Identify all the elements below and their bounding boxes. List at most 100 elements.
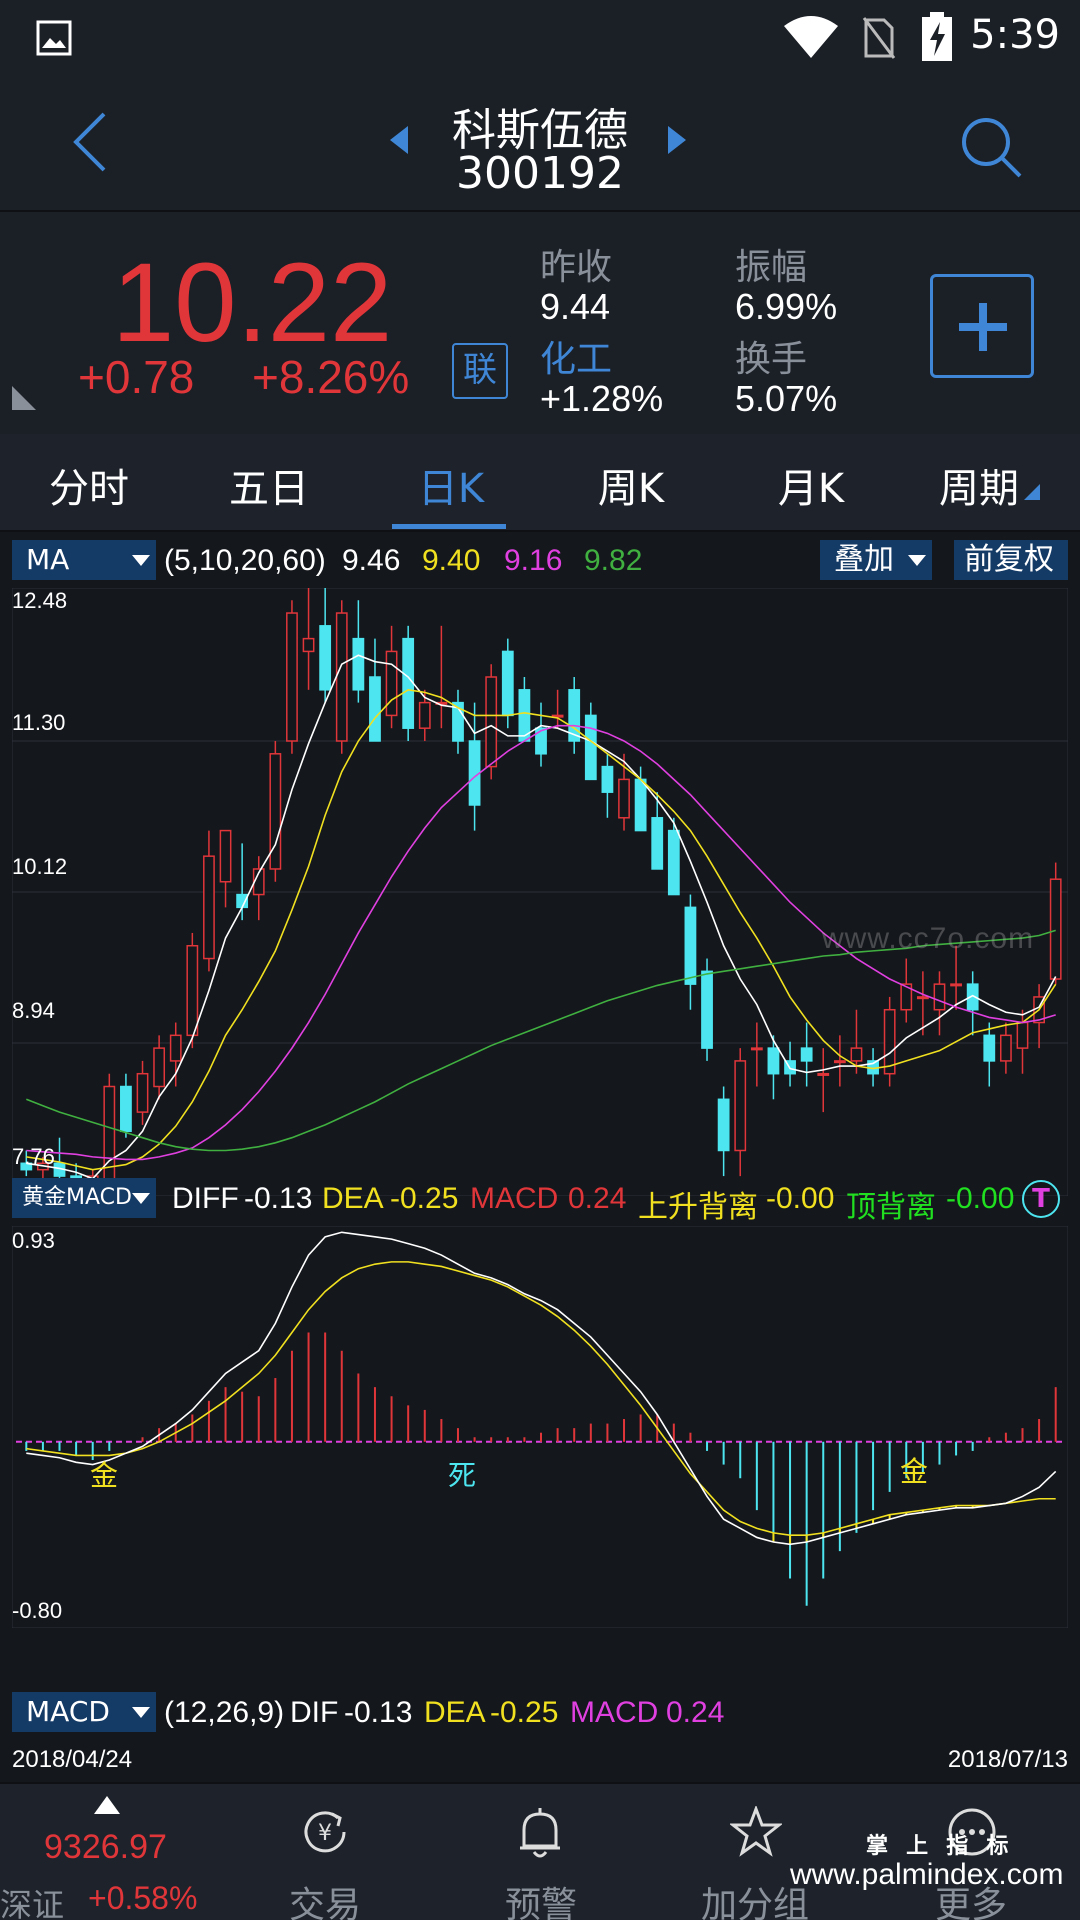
candle-down bbox=[667, 829, 680, 896]
adjust-button[interactable]: 前复权 bbox=[954, 540, 1068, 580]
ma-indicator-select[interactable]: MA bbox=[12, 540, 156, 580]
battery-charging-icon bbox=[922, 12, 952, 61]
div-up-label: 上升背离 bbox=[638, 1191, 758, 1224]
candle-down bbox=[535, 727, 547, 755]
chevron-down-icon bbox=[132, 1193, 150, 1204]
ma-line-ma10 bbox=[26, 688, 1057, 1171]
overlay-button[interactable]: 叠加 bbox=[820, 540, 932, 580]
candle-up bbox=[734, 1060, 747, 1152]
candle-up bbox=[136, 1072, 149, 1113]
clock: 5:39 bbox=[970, 12, 1060, 58]
candle-down bbox=[501, 650, 514, 717]
candle-down bbox=[717, 1098, 730, 1152]
candle-down bbox=[983, 1034, 996, 1062]
period-tabs: 分时 五日 日K 周K 月K 周期 bbox=[0, 434, 1080, 532]
overlay-label: 叠加 bbox=[834, 542, 894, 577]
candle-down bbox=[20, 1162, 33, 1171]
macd-label: MACD bbox=[470, 1182, 559, 1215]
diff-line bbox=[26, 1231, 1057, 1546]
candle-down bbox=[800, 1047, 813, 1062]
tab-five-day[interactable]: 五日 bbox=[229, 466, 309, 512]
plus-icon bbox=[959, 303, 1007, 351]
sector-link[interactable]: 化工 bbox=[540, 339, 613, 380]
next-stock-icon[interactable] bbox=[666, 126, 686, 154]
nav-trade[interactable]: 交易 bbox=[288, 1885, 361, 1920]
footer-dea-value: -0.25 bbox=[490, 1696, 559, 1729]
tab-weekly-k[interactable]: 周K bbox=[597, 466, 665, 512]
footer-watermark-url: www.palmindex.com bbox=[790, 1858, 1064, 1891]
svg-text:¥: ¥ bbox=[318, 1821, 332, 1846]
active-tab-indicator bbox=[392, 524, 506, 529]
candle-up bbox=[219, 829, 232, 883]
macd-indicator-label: 黄金MACD bbox=[22, 1185, 132, 1210]
macd-footer-select[interactable]: MACD bbox=[12, 1692, 156, 1732]
add-watchlist-button[interactable] bbox=[930, 274, 1034, 378]
candle-down bbox=[767, 1047, 780, 1075]
footer-macd-value: 0.24 bbox=[666, 1696, 725, 1729]
index-value[interactable]: 9326.97 bbox=[44, 1828, 167, 1866]
wifi-icon bbox=[784, 16, 838, 58]
tab-intraday[interactable]: 分时 bbox=[49, 466, 129, 512]
nav-alert[interactable]: 预警 bbox=[504, 1885, 577, 1920]
nav-add-group[interactable]: 加分组 bbox=[700, 1885, 809, 1920]
candle-up bbox=[817, 1072, 830, 1076]
golden-cross-mark: 金 bbox=[900, 1456, 929, 1487]
macd-chart[interactable] bbox=[12, 1226, 1068, 1628]
candle-up bbox=[485, 676, 498, 768]
candle-up bbox=[286, 612, 298, 742]
prev-close-value: 9.44 bbox=[540, 286, 611, 327]
candle-up bbox=[950, 983, 962, 987]
footer-watermark-title: 掌 上 指 标 bbox=[866, 1833, 1015, 1858]
ma-line-ma60 bbox=[26, 929, 1056, 1152]
macd-indicator-select[interactable]: 黄金MACD bbox=[12, 1178, 156, 1218]
prev-close-label: 昨收 bbox=[540, 247, 613, 288]
death-cross-mark: 死 bbox=[448, 1460, 477, 1491]
candle-down bbox=[352, 637, 365, 691]
div-top-value: -0.00 bbox=[946, 1182, 1015, 1215]
nav-more[interactable]: 更多 bbox=[934, 1885, 1007, 1920]
indicator-badge[interactable]: T bbox=[1022, 1180, 1060, 1218]
footer-macd-label: MACD bbox=[570, 1696, 659, 1729]
y-tick-label: 8.94 bbox=[12, 998, 55, 1023]
candle-up bbox=[153, 1047, 166, 1088]
kline-chart[interactable] bbox=[12, 588, 1068, 1196]
prev-stock-icon[interactable] bbox=[390, 126, 410, 154]
y-tick-label: 7.76 bbox=[12, 1144, 55, 1169]
ma-line-ma20 bbox=[26, 724, 1056, 1161]
search-icon[interactable] bbox=[958, 114, 1024, 180]
chevron-down-icon bbox=[132, 555, 150, 566]
star-icon[interactable] bbox=[730, 1806, 782, 1858]
sector-change: +1.28% bbox=[540, 378, 664, 419]
stock-code: 300192 bbox=[456, 148, 624, 199]
trade-yuan-icon[interactable]: ¥ bbox=[300, 1806, 350, 1858]
more-icon[interactable] bbox=[946, 1806, 998, 1858]
candle-up bbox=[618, 778, 630, 819]
back-arrow-icon[interactable] bbox=[70, 110, 110, 174]
candle-up bbox=[833, 1060, 846, 1064]
tab-daily-k[interactable]: 日K bbox=[417, 466, 485, 512]
bottom-nav: 9326.97 深证 +0.58% ¥ 交易 预警 加分组 更多 掌 上 指 标… bbox=[0, 1782, 1080, 1920]
link-badge[interactable]: 联 bbox=[452, 343, 508, 399]
golden-cross-mark: 金 bbox=[90, 1460, 119, 1491]
y-tick-label: 10.12 bbox=[12, 854, 68, 879]
macd-value: 0.24 bbox=[568, 1182, 627, 1215]
tab-period[interactable]: 周期 bbox=[939, 466, 1019, 512]
candle-down bbox=[601, 765, 614, 793]
chart-area: MA (5,10,20,60) 9.46 9.40 9.16 9.82 叠加 前… bbox=[0, 532, 1080, 1782]
candle-up bbox=[1049, 878, 1062, 980]
corner-triangle-icon bbox=[12, 386, 36, 410]
candle-down bbox=[120, 1085, 132, 1133]
ma-indicator-label: MA bbox=[26, 543, 70, 576]
ma20-value: 9.16 bbox=[504, 544, 563, 577]
ma-params: (5,10,20,60) bbox=[164, 544, 326, 577]
div-up-value: -0.00 bbox=[766, 1182, 835, 1215]
watermark: www.cc7o.com bbox=[822, 922, 1035, 955]
expand-up-icon[interactable] bbox=[94, 1796, 120, 1814]
bell-icon[interactable] bbox=[516, 1806, 564, 1860]
index-change: +0.58% bbox=[88, 1880, 198, 1916]
candle-down bbox=[966, 983, 979, 1011]
candle-up bbox=[103, 1085, 116, 1190]
tab-monthly-k[interactable]: 月K bbox=[777, 466, 845, 512]
stock-name: 科斯伍德 bbox=[452, 105, 628, 156]
status-bar: 5:39 bbox=[0, 0, 1080, 78]
